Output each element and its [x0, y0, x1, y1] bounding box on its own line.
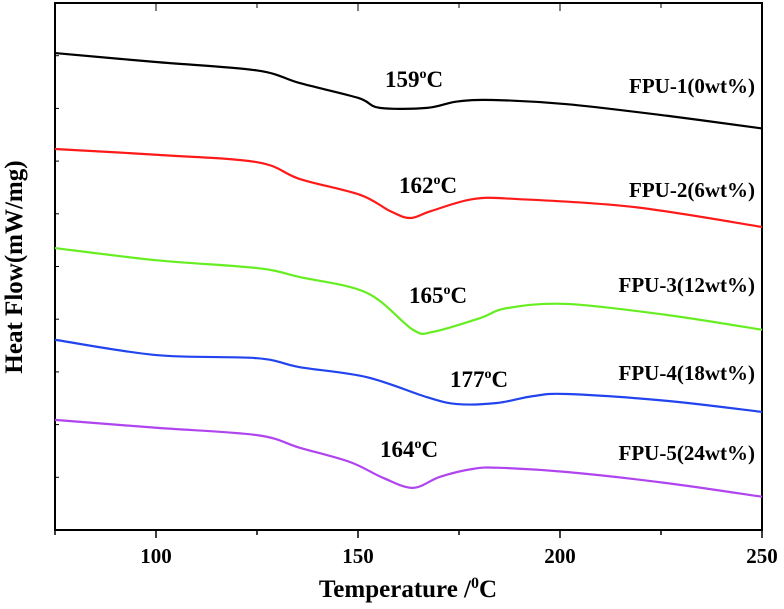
curve-5 [54, 418, 763, 498]
curves [54, 51, 763, 498]
x-axis-ticks: 100 150 200 250 [54, 3, 778, 568]
x-tick-label: 200 [544, 544, 576, 568]
peak-label-2: 162oC [399, 173, 457, 198]
x-tick-label: 100 [140, 544, 172, 568]
curve-labels: 159oC FPU-1(0wt%) 162oC FPU-2(6wt%) 165oC FPU… [380, 67, 755, 465]
peak-label-1: 159oC [385, 67, 443, 92]
x-axis-title: Temperature /0C [319, 575, 497, 603]
x-tick-label: 250 [746, 544, 778, 568]
series-label-1: FPU-1(0wt%) [629, 74, 755, 98]
curve-4 [54, 338, 763, 414]
peak-label-5: 164oC [380, 437, 438, 462]
peak-label-4: 177oC [450, 367, 508, 392]
x-tick-label: 150 [342, 544, 374, 568]
series-label-5: FPU-5(24wt%) [619, 441, 755, 465]
curve-3 [54, 246, 763, 336]
series-label-4: FPU-4(18wt%) [619, 361, 755, 385]
series-label-2: FPU-2(6wt%) [629, 178, 755, 202]
curve-1 [54, 51, 763, 130]
peak-label-3: 165oC [409, 283, 467, 308]
y-axis-title: Heat Flow(mW/mg) [1, 160, 28, 373]
curve-2 [54, 147, 763, 229]
series-label-3: FPU-3(12wt%) [619, 273, 755, 297]
